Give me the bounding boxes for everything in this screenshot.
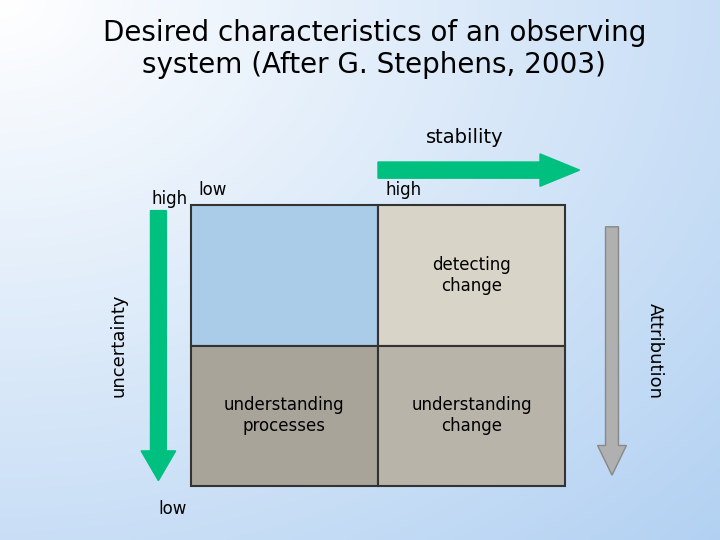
FancyArrow shape xyxy=(141,211,176,481)
Text: Attribution: Attribution xyxy=(647,303,665,399)
Text: low: low xyxy=(198,181,226,199)
Bar xyxy=(378,205,565,346)
Text: understanding
processes: understanding processes xyxy=(224,396,345,435)
Text: Desired characteristics of an observing
system (After G. Stephens, 2003): Desired characteristics of an observing … xyxy=(103,19,646,79)
Bar xyxy=(191,346,378,486)
Text: low: low xyxy=(159,500,187,517)
Text: high: high xyxy=(151,190,187,208)
FancyArrow shape xyxy=(598,227,626,475)
Text: stability: stability xyxy=(426,129,503,147)
Text: high: high xyxy=(385,181,421,199)
Text: understanding
change: understanding change xyxy=(411,396,532,435)
Bar xyxy=(191,205,378,346)
Text: detecting
change: detecting change xyxy=(432,256,511,295)
Text: uncertainty: uncertainty xyxy=(110,294,128,397)
FancyArrow shape xyxy=(378,154,580,186)
Bar xyxy=(378,346,565,486)
